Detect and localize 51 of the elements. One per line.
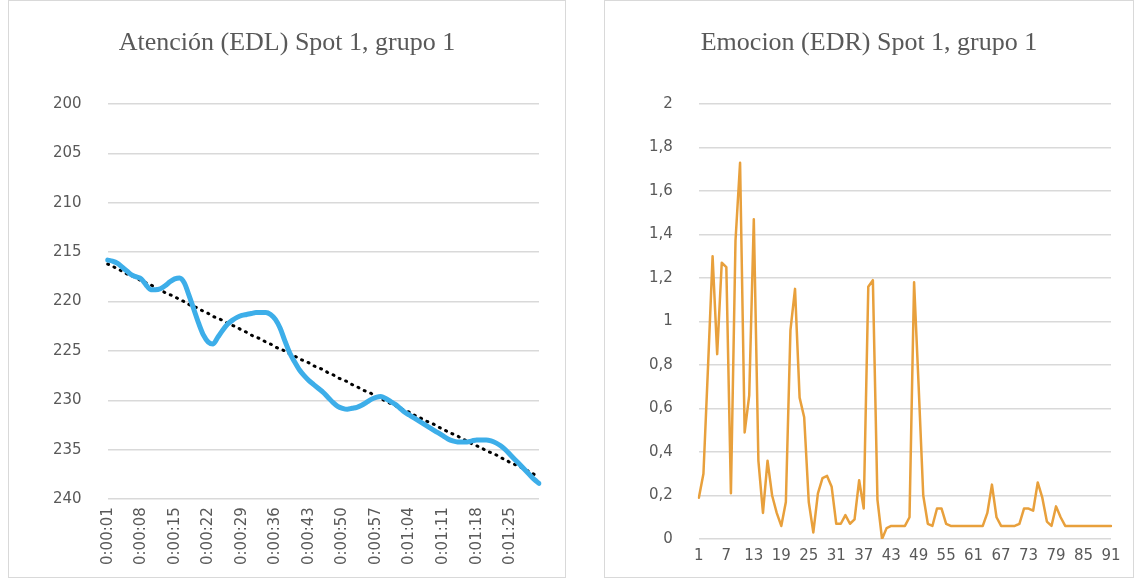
x-tick-label: 0:00:15 bbox=[164, 507, 183, 565]
x-tick-label: 0:00:43 bbox=[298, 507, 317, 565]
y-tick-label: 215 bbox=[52, 242, 82, 261]
x-tick-label: 91 bbox=[1101, 545, 1121, 564]
y-tick-label: 1,8 bbox=[649, 137, 673, 156]
x-tick-label: 0:00:22 bbox=[198, 507, 217, 565]
x-tick-label: 0:01:04 bbox=[399, 507, 418, 565]
x-tick-label: 67 bbox=[991, 545, 1011, 564]
y-tick-label: 200 bbox=[52, 93, 82, 112]
y-tick-label: 205 bbox=[52, 143, 82, 162]
x-tick-label: 49 bbox=[909, 545, 929, 564]
x-tick-label: 0:00:08 bbox=[131, 507, 150, 565]
x-tick-label: 55 bbox=[936, 545, 956, 564]
x-tick-label: 31 bbox=[826, 545, 846, 564]
x-tick-label: 0:00:29 bbox=[231, 507, 250, 565]
x-tick-label: 0:00:36 bbox=[265, 507, 284, 565]
y-tick-label: 0,4 bbox=[649, 441, 673, 460]
chart-title: Emocion (EDR) Spot 1, grupo 1 bbox=[699, 27, 1039, 57]
x-tick-label: 0:01:11 bbox=[433, 507, 452, 565]
x-tick-label: 0:01:18 bbox=[466, 507, 485, 565]
y-tick-label: 230 bbox=[52, 390, 82, 409]
y-tick-label: 220 bbox=[52, 291, 82, 310]
y-tick-label: 2 bbox=[663, 93, 673, 112]
x-tick-label: 85 bbox=[1073, 545, 1094, 564]
x-tick-label: 7 bbox=[721, 545, 732, 564]
y-tick-label: 225 bbox=[52, 340, 82, 359]
y-tick-label: 0,2 bbox=[649, 485, 673, 504]
y-tick-label: 0,6 bbox=[649, 398, 673, 417]
x-tick-label: 19 bbox=[771, 545, 791, 564]
y-tick-label: 210 bbox=[52, 192, 82, 211]
x-tick-label: 25 bbox=[799, 545, 819, 564]
y-tick-label: 1,4 bbox=[649, 224, 673, 243]
x-tick-label: 79 bbox=[1046, 545, 1066, 564]
y-tick-label: 0 bbox=[663, 528, 673, 547]
y-tick-label: 1 bbox=[663, 311, 673, 330]
x-tick-label: 37 bbox=[854, 545, 874, 564]
y-tick-label: 1,6 bbox=[649, 180, 673, 199]
x-tick-label: 13 bbox=[744, 545, 764, 564]
chart-title: Atención (EDL) Spot 1, grupo 1 bbox=[117, 27, 457, 57]
y-tick-label: 235 bbox=[52, 439, 82, 458]
x-tick-label: 43 bbox=[881, 545, 901, 564]
y-tick-label: 1,2 bbox=[649, 267, 673, 286]
x-tick-label: 61 bbox=[964, 545, 984, 564]
x-tick-label: 0:01:25 bbox=[500, 507, 519, 565]
y-tick-label: 240 bbox=[52, 489, 82, 508]
x-tick-label: 0:00:57 bbox=[365, 507, 384, 565]
y-tick-label: 0,8 bbox=[649, 354, 673, 373]
x-tick-label: 0:00:01 bbox=[97, 507, 116, 565]
x-tick-label: 0:00:50 bbox=[332, 507, 351, 565]
x-tick-label: 73 bbox=[1019, 545, 1039, 564]
x-tick-label: 1 bbox=[694, 545, 704, 564]
